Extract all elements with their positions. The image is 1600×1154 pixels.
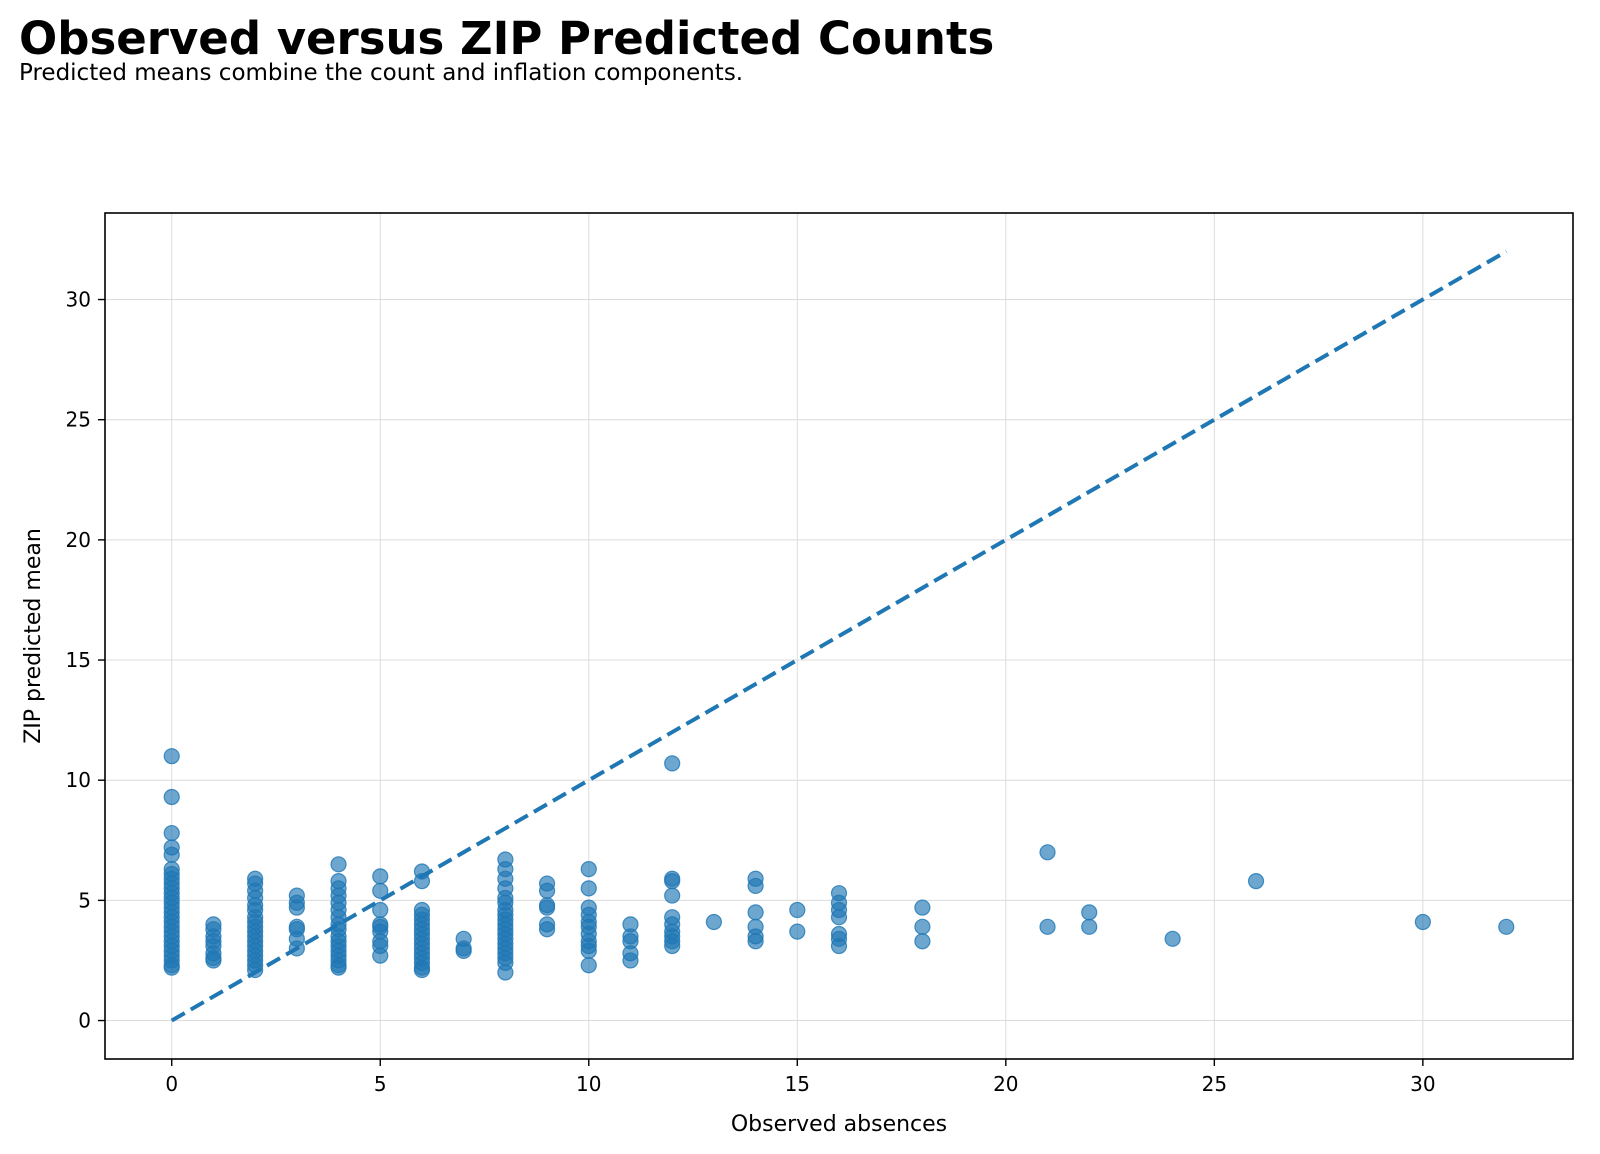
data-point bbox=[205, 952, 222, 969]
data-point bbox=[1498, 918, 1515, 935]
data-point bbox=[1247, 873, 1265, 890]
data-point bbox=[580, 861, 597, 878]
data-point bbox=[705, 913, 722, 931]
y-tick-label: 0 bbox=[78, 1009, 91, 1033]
data-point bbox=[163, 846, 180, 863]
data-point bbox=[163, 824, 180, 842]
data-point bbox=[1414, 913, 1431, 931]
data-point bbox=[830, 909, 848, 926]
data-point bbox=[330, 856, 347, 873]
data-point bbox=[413, 873, 431, 890]
data-point bbox=[1039, 918, 1056, 935]
reference-line-layer bbox=[170, 249, 1508, 1023]
data-point bbox=[789, 901, 806, 919]
data-point bbox=[288, 940, 305, 957]
data-point bbox=[372, 882, 389, 899]
data-point bbox=[789, 923, 806, 940]
data-point bbox=[372, 868, 389, 885]
y-tick-label: 15 bbox=[66, 648, 91, 672]
y-tick-label: 10 bbox=[66, 768, 91, 792]
data-point bbox=[538, 921, 556, 938]
data-point bbox=[914, 918, 931, 935]
data-point bbox=[1081, 918, 1098, 935]
data-point bbox=[580, 880, 597, 897]
data-point bbox=[247, 961, 264, 979]
y-axis-label: ZIP predicted mean bbox=[21, 528, 46, 744]
x-axis-label: Observed absences bbox=[731, 1112, 947, 1137]
y-tick-label: 5 bbox=[78, 888, 91, 912]
plot-frame bbox=[104, 212, 1574, 1060]
data-point bbox=[580, 942, 597, 959]
x-tick-label: 10 bbox=[576, 1072, 601, 1096]
data-point bbox=[455, 942, 472, 959]
y-tick-label: 20 bbox=[66, 528, 91, 552]
data-point bbox=[372, 947, 389, 964]
data-point bbox=[1081, 904, 1098, 921]
x-tick-label: 30 bbox=[1410, 1072, 1435, 1096]
data-point bbox=[330, 959, 347, 976]
data-point bbox=[288, 899, 305, 916]
x-tick-label: 0 bbox=[165, 1072, 178, 1096]
y-tick-label: 25 bbox=[66, 408, 91, 432]
reference-line bbox=[170, 249, 1508, 1023]
data-point bbox=[914, 933, 931, 950]
data-point bbox=[622, 952, 639, 969]
page-title: Observed versus ZIP Predicted Counts bbox=[19, 12, 995, 65]
x-tick-label: 15 bbox=[785, 1072, 810, 1096]
data-point bbox=[747, 877, 764, 895]
data-point bbox=[163, 788, 180, 806]
x-tick-label: 5 bbox=[374, 1072, 387, 1096]
page-subtitle: Predicted means combine the count and in… bbox=[19, 60, 744, 86]
data-point bbox=[664, 887, 681, 904]
data-point bbox=[497, 964, 514, 981]
data-point bbox=[664, 873, 681, 890]
data-point bbox=[747, 904, 764, 921]
data-point bbox=[1039, 844, 1056, 861]
x-axis-ticks: 0 5 10 15 20 25 30 bbox=[165, 1059, 1436, 1096]
y-tick-label: 30 bbox=[66, 288, 91, 312]
data-point bbox=[914, 899, 931, 916]
y-axis-ticks: 0 5 10 15 20 25 30 bbox=[66, 288, 105, 1033]
data-point bbox=[372, 901, 389, 919]
x-tick-label: 20 bbox=[993, 1072, 1018, 1096]
data-point bbox=[538, 882, 556, 899]
data-point bbox=[664, 755, 681, 772]
data-point bbox=[664, 937, 681, 955]
data-point bbox=[163, 959, 180, 976]
data-point bbox=[163, 748, 180, 765]
x-tick-label: 25 bbox=[1202, 1072, 1227, 1096]
data-point bbox=[747, 933, 764, 950]
data-point bbox=[830, 937, 848, 955]
data-point bbox=[580, 957, 597, 974]
data-point bbox=[1164, 930, 1181, 947]
data-points bbox=[163, 748, 1515, 981]
data-point bbox=[538, 899, 556, 916]
data-point bbox=[413, 961, 431, 979]
